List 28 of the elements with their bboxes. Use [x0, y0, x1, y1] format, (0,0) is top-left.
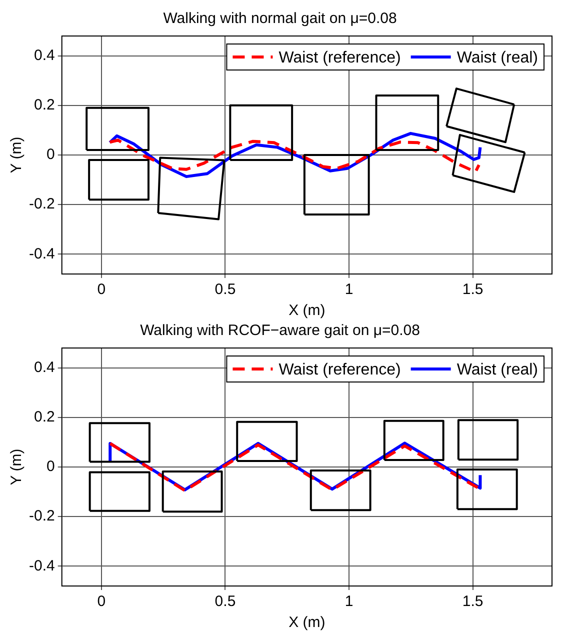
y-tick-label: 0.4 — [34, 46, 55, 64]
x-tick-label: 1 — [344, 593, 354, 610]
x-tick-label: 0 — [97, 593, 106, 610]
legend-label: Waist (real) — [456, 361, 538, 378]
x-tick-label: 0.5 — [214, 281, 236, 298]
x-tick-label: 1.5 — [462, 593, 484, 610]
y-axis-title: Y (m) — [8, 136, 26, 174]
x-tick-label: 1 — [344, 281, 354, 298]
y-tick-label: 0.2 — [34, 408, 55, 426]
x-axis-title: X (m) — [288, 614, 326, 632]
y-tick-label: -0.4 — [28, 245, 55, 262]
legend-label: Waist (reference) — [278, 49, 401, 66]
x-tick-label: 0.5 — [214, 593, 236, 610]
chart-title: Walking with normal gait on μ=0.08 — [163, 10, 397, 28]
y-tick-label: -0.2 — [28, 508, 55, 525]
y-axis-title: Y (m) — [8, 448, 26, 486]
y-tick-label: 0.2 — [34, 96, 55, 114]
y-tick-label: 0 — [46, 458, 55, 476]
x-tick-label: 1.5 — [462, 281, 484, 298]
y-tick-label: -0.2 — [28, 196, 55, 213]
y-tick-label: 0.4 — [34, 358, 55, 376]
legend-label: Waist (real) — [456, 49, 538, 66]
x-tick-label: 0 — [97, 281, 106, 298]
x-axis-title: X (m) — [288, 302, 326, 320]
chart-title: Walking with RCOF−aware gait on μ=0.08 — [140, 322, 420, 340]
y-tick-label: 0 — [46, 146, 55, 164]
y-tick-label: -0.4 — [28, 557, 55, 574]
legend-label: Waist (reference) — [278, 361, 401, 378]
